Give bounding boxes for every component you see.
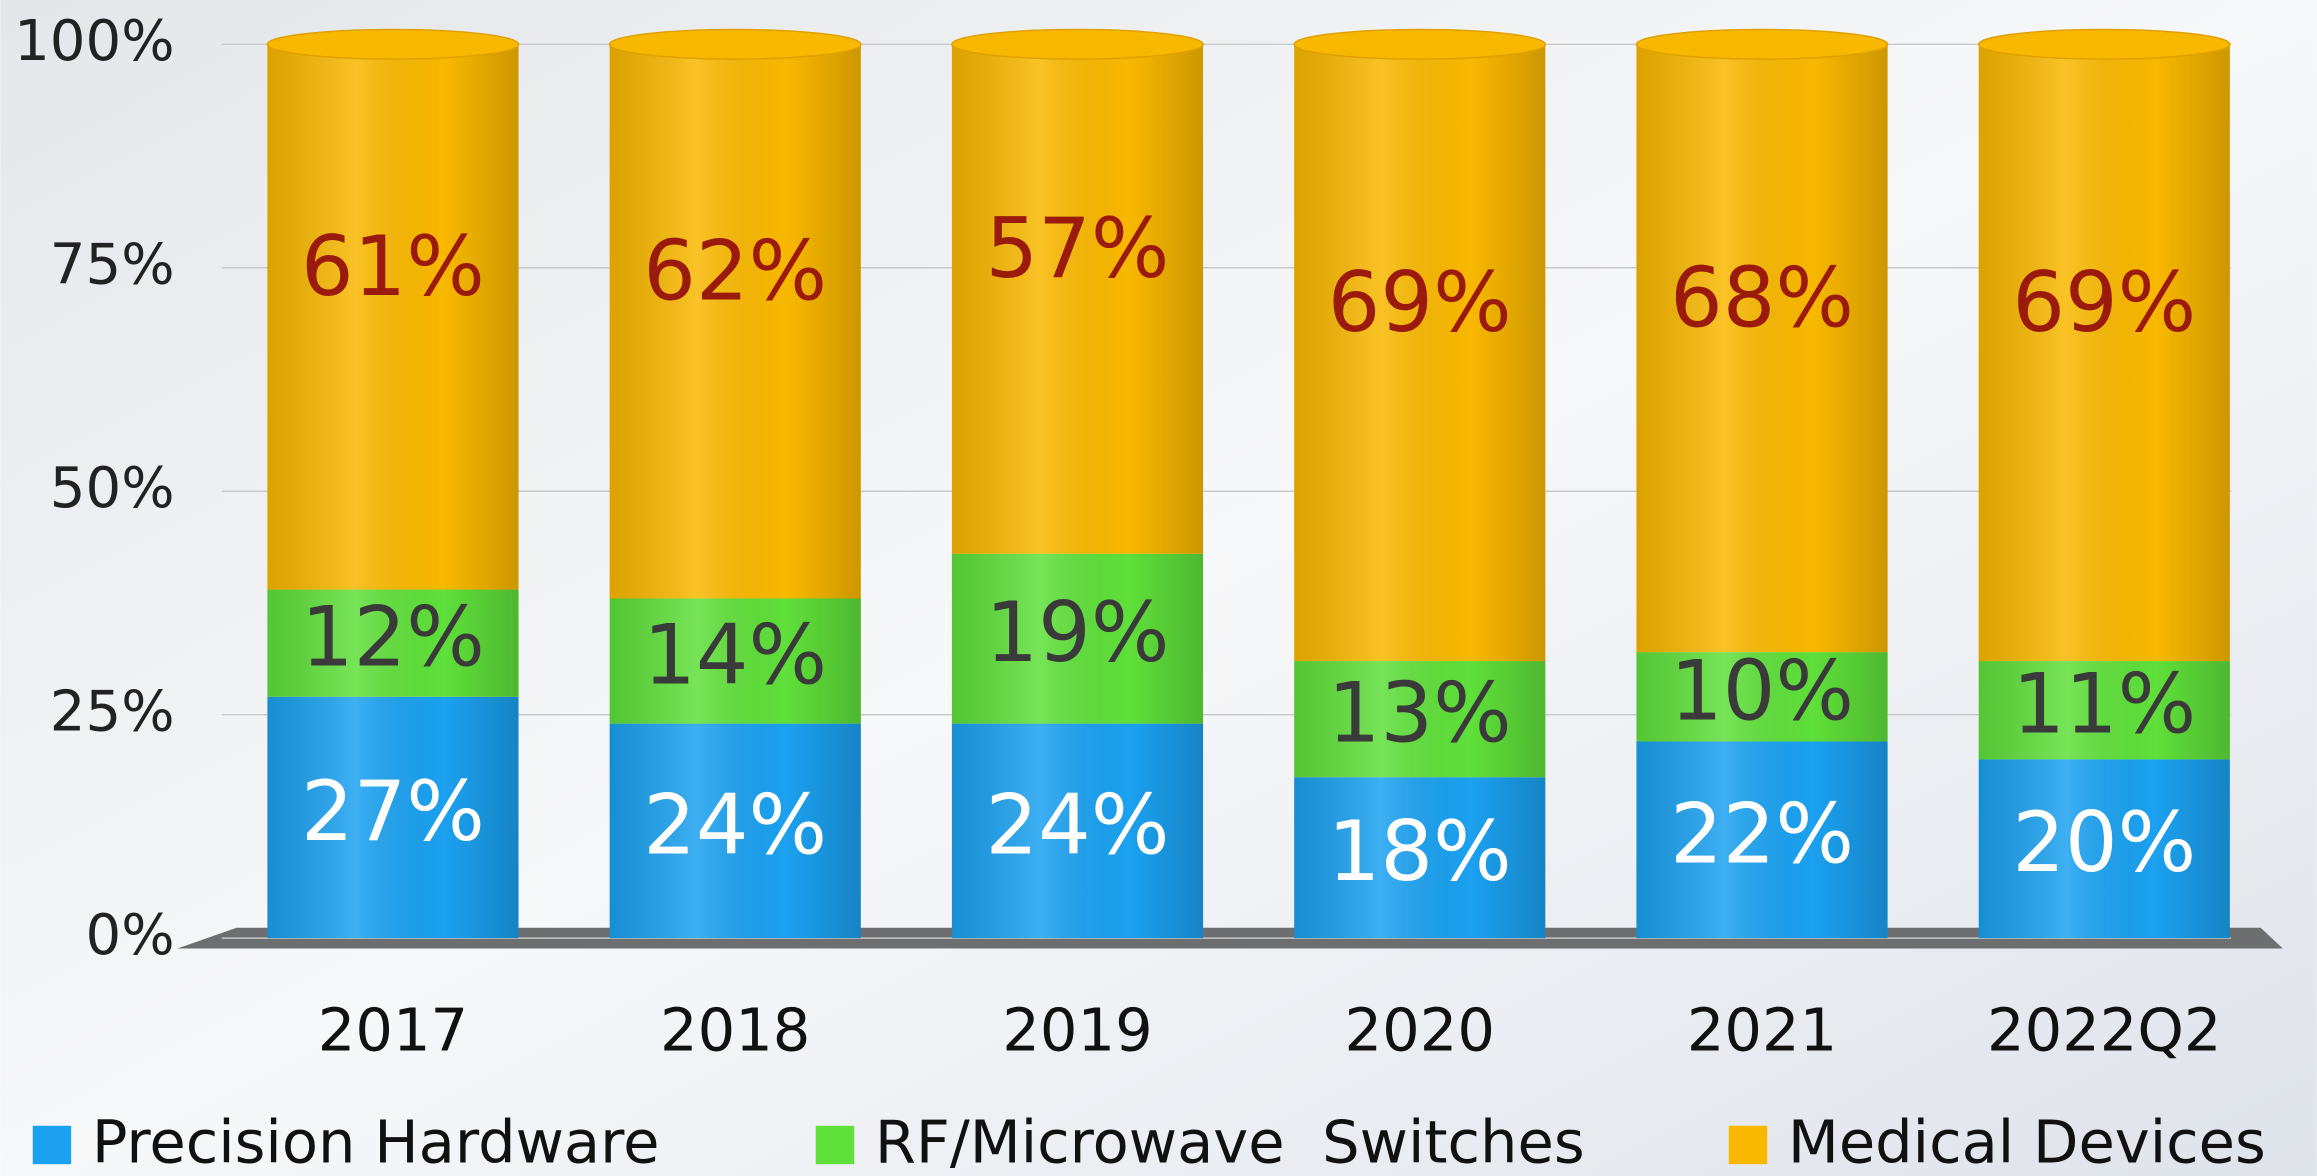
x-tick-label: 2022Q2 <box>1987 995 2221 1064</box>
bar-cap <box>1293 28 1547 60</box>
bar-shade <box>1978 44 2230 662</box>
value-label: 24% <box>986 776 1170 873</box>
bar-shade <box>1978 759 2230 939</box>
bar-cap <box>1977 28 2231 60</box>
bar-shade <box>267 589 519 697</box>
value-label: 11% <box>2012 656 2196 753</box>
legend-swatch <box>1728 1125 1768 1165</box>
bar-shade <box>609 44 861 599</box>
bar-shade <box>951 723 1204 939</box>
bar-shade <box>1294 661 1546 778</box>
bar-shade <box>609 723 861 939</box>
bar-shade <box>951 44 1204 554</box>
bar-cap <box>608 28 862 60</box>
legend-label: Medical Devices <box>1788 1108 2266 1176</box>
value-label: 61% <box>301 218 485 315</box>
bar-cap <box>266 28 520 60</box>
legend-label: Precision Hardware <box>92 1108 660 1176</box>
y-tick-label: 75% <box>50 232 175 297</box>
bar-shade <box>267 696 519 939</box>
bar-shade <box>951 553 1204 724</box>
bar-shade <box>1636 44 1888 653</box>
bar-cap <box>951 28 1204 60</box>
value-label: 10% <box>1670 642 1854 739</box>
x-tick-label: 2019 <box>1002 995 1152 1064</box>
bar-shade <box>1978 661 2230 760</box>
legend-label: RF/Microwave Switches <box>875 1108 1585 1176</box>
x-tick-label: 2021 <box>1687 995 1837 1064</box>
y-tick-label: 100% <box>14 9 174 74</box>
value-label: 57% <box>986 200 1170 297</box>
y-tick-label: 0% <box>86 903 175 968</box>
value-label: 68% <box>1670 249 1854 346</box>
bar-shade <box>1294 777 1546 939</box>
value-label: 22% <box>1670 785 1854 882</box>
value-label: 69% <box>2012 254 2196 351</box>
bar-shade <box>267 44 519 590</box>
bar-cap <box>1635 28 1889 60</box>
y-tick-label: 25% <box>50 679 175 744</box>
value-label: 62% <box>643 223 827 320</box>
value-label: 19% <box>986 584 1170 681</box>
value-label: 14% <box>643 607 827 704</box>
value-label: 18% <box>1328 803 1512 900</box>
value-label: 13% <box>1328 665 1512 762</box>
bar-shade <box>1636 652 1888 742</box>
value-label: 12% <box>301 589 485 686</box>
y-tick-label: 50% <box>50 456 175 521</box>
x-tick-label: 2020 <box>1345 995 1495 1064</box>
x-tick-label: 2018 <box>660 995 810 1064</box>
legend-swatch <box>815 1125 855 1165</box>
x-tick-label: 2017 <box>318 995 468 1064</box>
value-label: 27% <box>301 763 485 860</box>
bar-shade <box>1636 741 1888 939</box>
value-label: 20% <box>2012 794 2196 891</box>
value-label: 24% <box>643 776 827 873</box>
bar-shade <box>1294 44 1546 662</box>
bar-shade <box>609 598 861 724</box>
legend-swatch <box>32 1125 72 1165</box>
value-label: 69% <box>1328 254 1512 351</box>
